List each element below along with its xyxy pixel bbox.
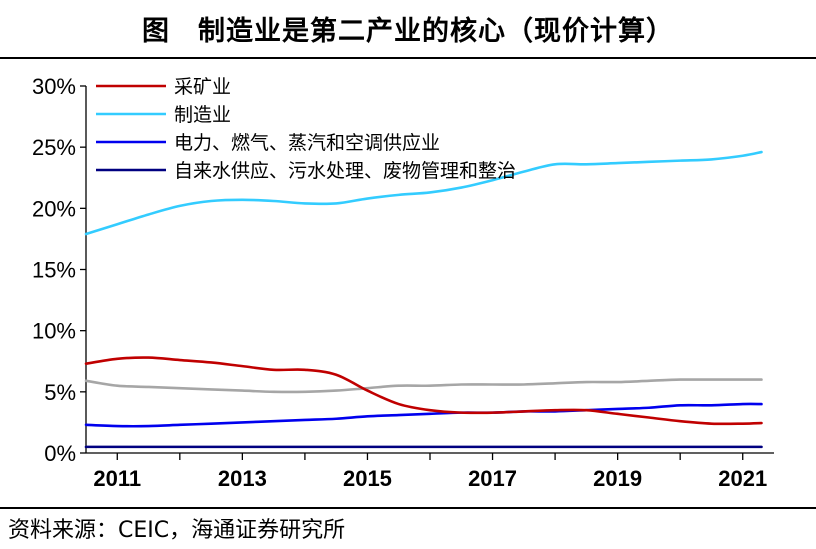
line-chart: 0% 5% 10% 15% 20% 25% 30% 2011 2013 2015 2017 2019… xyxy=(32,74,774,491)
legend-label: 制造业 xyxy=(174,104,231,126)
figure-label: 图 xyxy=(142,15,170,47)
series-line xyxy=(84,402,763,428)
x-tick-label: 2017 xyxy=(468,466,517,491)
legend-label: 自来水供应、污水处理、废物管理和整治 xyxy=(174,160,516,182)
y-tick-label: 10% xyxy=(32,319,76,344)
series-line xyxy=(84,356,763,426)
figure-title: 制造业是第二产业的核心（现价计算） xyxy=(198,15,674,47)
x-tick-label: 2019 xyxy=(593,466,642,491)
y-tick-label: 5% xyxy=(44,380,76,405)
chart-title: 图 制造业是第二产业的核心（现价计算） xyxy=(0,0,816,56)
x-axis: 2011 2013 2015 2017 2019 2021 xyxy=(86,452,774,491)
x-tick-label: 2013 xyxy=(218,466,267,491)
series-layer xyxy=(84,150,763,449)
source-note: 资料来源：CEIC，海通证券研究所 xyxy=(8,518,346,543)
y-tick-label: 30% xyxy=(32,74,76,99)
x-tick-label: 2021 xyxy=(718,466,767,491)
y-tick-label: 15% xyxy=(32,258,76,283)
top-rule xyxy=(0,57,816,59)
bottom-rule xyxy=(0,507,816,509)
series-line xyxy=(84,150,763,236)
x-tick-label: 2011 xyxy=(93,466,141,491)
y-tick-label: 25% xyxy=(32,135,76,160)
y-tick-label: 0% xyxy=(44,441,76,466)
series-line xyxy=(84,378,763,394)
y-axis: 0% 5% 10% 15% 20% 25% 30% xyxy=(32,74,87,466)
legend-label: 采矿业 xyxy=(174,76,231,98)
y-tick-label: 20% xyxy=(32,196,76,221)
legend-label: 电力、燃气、蒸汽和空调供应业 xyxy=(174,132,440,154)
x-tick-label: 2015 xyxy=(343,466,392,491)
